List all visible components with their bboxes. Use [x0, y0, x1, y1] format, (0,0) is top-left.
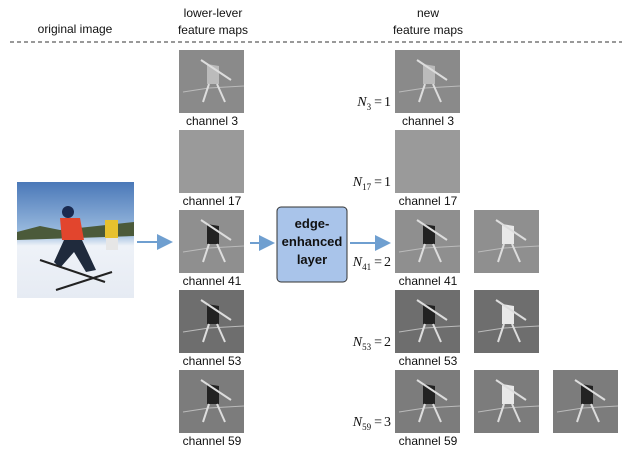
- n-count: 3: [384, 415, 391, 430]
- n-count: 1: [384, 95, 391, 110]
- channel-label: channel 59: [183, 434, 242, 448]
- channel-label: channel 3: [186, 114, 238, 128]
- channel-label: channel 41: [183, 274, 242, 288]
- feature-map: [179, 210, 244, 273]
- channel-label: channel 53: [399, 354, 458, 368]
- n-count: 1: [384, 175, 391, 190]
- n-relation: =: [374, 95, 382, 110]
- feature-map: [395, 50, 460, 113]
- feature-map: [179, 130, 244, 193]
- header-new: new: [417, 6, 439, 20]
- n-subscript: 53: [362, 342, 372, 352]
- feature-map: [474, 210, 539, 273]
- n-count: 2: [384, 255, 391, 270]
- n-label: N41=2: [352, 255, 391, 272]
- layer-label: layer: [297, 252, 327, 267]
- layer-label: enhanced: [282, 234, 343, 249]
- feature-map: [179, 50, 244, 113]
- feature-map: [553, 370, 618, 433]
- feature-map: [474, 370, 539, 433]
- feature-map: [395, 290, 460, 353]
- n-label: N53=2: [352, 335, 391, 352]
- n-symbol: N: [352, 415, 363, 430]
- n-symbol: N: [352, 175, 363, 190]
- n-label: N17=1: [352, 175, 391, 192]
- header-original: original image: [38, 22, 113, 36]
- n-subscript: 17: [362, 182, 372, 192]
- channel-label: channel 17: [399, 194, 458, 208]
- original-image: [17, 182, 134, 298]
- n-subscript: 41: [362, 262, 371, 272]
- channel-label: channel 41: [399, 274, 458, 288]
- n-count: 2: [384, 335, 391, 350]
- header-lower: feature maps: [178, 23, 248, 37]
- n-symbol: N: [352, 255, 363, 270]
- n-relation: =: [374, 335, 382, 350]
- layer-label: edge-: [295, 216, 330, 231]
- feature-map: [474, 290, 539, 353]
- n-label: N59=3: [352, 415, 391, 432]
- n-symbol: N: [352, 335, 363, 350]
- channel-label: channel 53: [183, 354, 242, 368]
- feature-map: [395, 210, 460, 273]
- feature-map: [179, 290, 244, 353]
- channel-label: channel 59: [399, 434, 458, 448]
- n-label: N3=1: [356, 95, 391, 112]
- header-lower: lower-lever: [184, 6, 243, 20]
- n-subscript: 3: [367, 102, 372, 112]
- header-new: feature maps: [393, 23, 463, 37]
- n-symbol: N: [356, 95, 367, 110]
- feature-map: [179, 370, 244, 433]
- feature-map: [395, 370, 460, 433]
- feature-map: [395, 130, 460, 193]
- figure: original image lower-lever feature maps …: [0, 0, 632, 453]
- n-relation: =: [374, 255, 382, 270]
- channel-label: channel 17: [183, 194, 242, 208]
- n-relation: =: [374, 175, 382, 190]
- n-relation: =: [374, 415, 382, 430]
- n-subscript: 59: [362, 422, 372, 432]
- channel-label: channel 3: [402, 114, 454, 128]
